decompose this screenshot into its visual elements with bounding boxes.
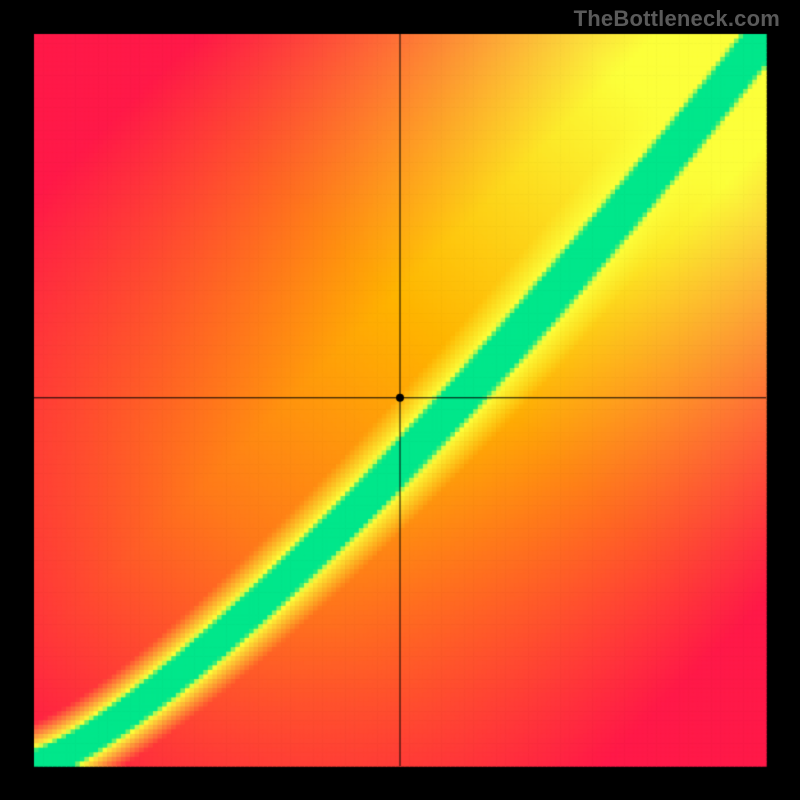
chart-container: TheBottleneck.com <box>0 0 800 800</box>
heatmap-canvas <box>0 0 800 800</box>
watermark-text: TheBottleneck.com <box>574 6 780 32</box>
